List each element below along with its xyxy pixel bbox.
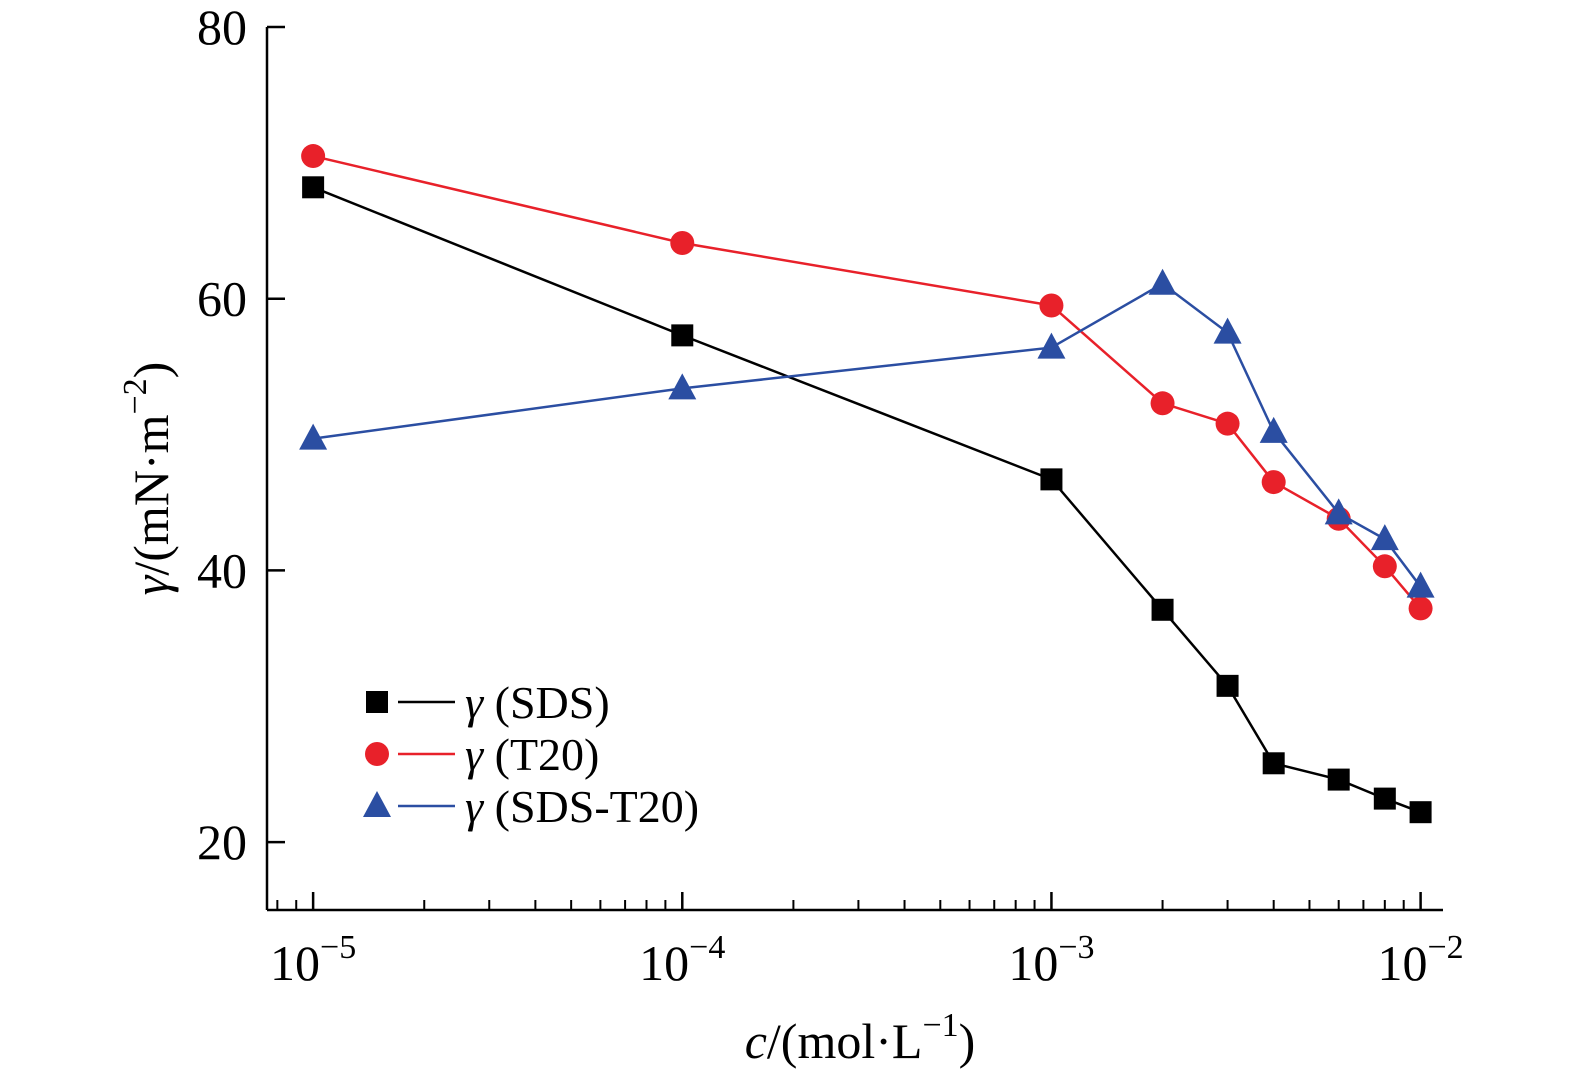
data-point <box>1373 787 1396 810</box>
y-tick-label: 40 <box>197 542 247 598</box>
data-point <box>1148 268 1177 295</box>
legend-marker <box>366 691 388 713</box>
series-line <box>312 154 1422 610</box>
data-point <box>1151 598 1174 621</box>
y-tick-label: 60 <box>197 271 247 327</box>
data-point <box>1213 317 1242 344</box>
data-point <box>1150 391 1175 416</box>
x-tick-label: 10−2 <box>1377 929 1463 991</box>
legend-marker <box>365 742 389 766</box>
axes: 20 40 60 80 10−5 10−4 10−3 10−2 c/(mol·L−1) γ/(mN… <box>117 0 1464 1069</box>
data-point <box>1327 768 1350 791</box>
data-point <box>668 373 697 400</box>
data-point <box>1324 498 1353 525</box>
legend-item: γ (T20) <box>365 729 599 780</box>
x-tick-label: 10−4 <box>639 929 725 991</box>
data-point <box>670 230 695 255</box>
data-point <box>1406 571 1435 598</box>
y-tick-label: 80 <box>197 0 247 55</box>
x-tick-label: 10−3 <box>1008 929 1094 991</box>
series-circle <box>301 144 1433 621</box>
data-point <box>302 176 325 199</box>
data-point <box>301 144 326 169</box>
data-point <box>1409 801 1432 824</box>
x-tick-label: 10−5 <box>270 929 356 991</box>
data-point <box>1039 293 1064 318</box>
data-point <box>299 423 328 450</box>
data-point <box>1372 554 1397 579</box>
data-point <box>1261 470 1286 495</box>
legend-label: γ (SDS) <box>465 677 610 728</box>
data-point <box>1262 752 1285 775</box>
data-point <box>671 324 694 347</box>
series-square <box>302 176 1432 824</box>
data-point <box>1215 411 1240 436</box>
y-tick-label: 20 <box>197 814 247 870</box>
data-point <box>1259 416 1288 443</box>
data-point <box>1408 596 1433 621</box>
legend: γ (SDS)γ (T20)γ (SDS-T20) <box>363 677 699 832</box>
data-point <box>1216 674 1239 697</box>
data-point <box>1037 332 1066 359</box>
series-triangle <box>299 268 1435 598</box>
data-point <box>1040 468 1063 491</box>
legend-item: γ (SDS-T20) <box>363 781 699 832</box>
legend-label: γ (SDS-T20) <box>465 781 699 832</box>
legend-marker <box>363 791 391 817</box>
legend-item: γ (SDS) <box>366 677 610 728</box>
x-axis-title: c/(mol·L−1) <box>745 1007 976 1069</box>
series-layer <box>299 144 1435 824</box>
y-axis-title: γ/(mN·m−2) <box>117 362 179 596</box>
data-point <box>1370 524 1399 551</box>
legend-label: γ (T20) <box>465 729 599 780</box>
series-line <box>312 282 1422 588</box>
